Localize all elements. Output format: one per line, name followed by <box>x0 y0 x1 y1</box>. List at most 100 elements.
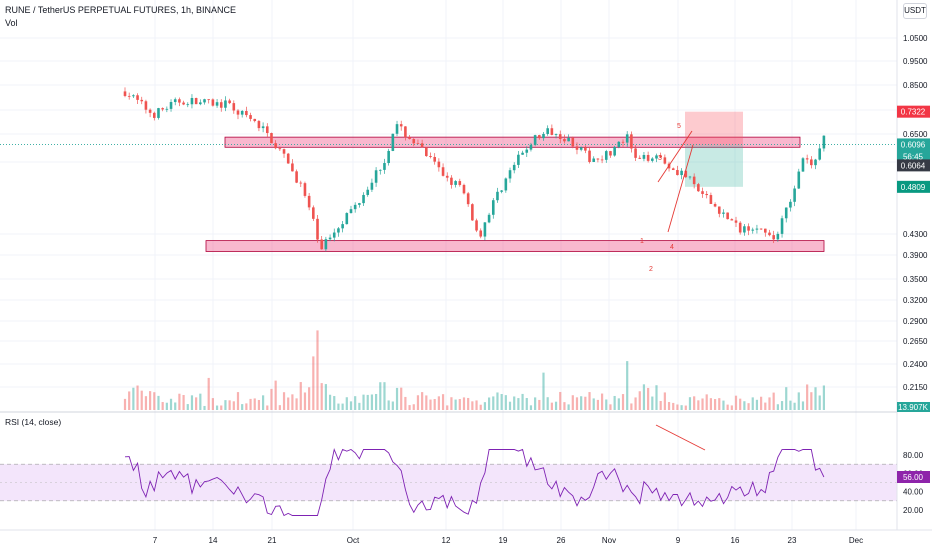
time-axis-label: Dec <box>849 536 863 545</box>
support-zone[interactable] <box>205 240 825 252</box>
volume-bar <box>496 392 499 410</box>
rsi-divergence-line[interactable] <box>655 424 706 451</box>
candle-body <box>157 108 160 118</box>
price-axis-label: 0.4300 <box>903 230 928 239</box>
candle-body <box>701 191 704 194</box>
candle-body <box>265 126 269 134</box>
price-axis-label: 0.3200 <box>903 296 928 305</box>
candle-body <box>634 148 637 158</box>
wave-label-2: 2 <box>649 266 653 273</box>
candle-body <box>337 228 340 233</box>
candle-body <box>441 167 445 176</box>
volume-bar <box>663 392 666 410</box>
volume-bar <box>375 393 378 410</box>
volume-bar <box>462 397 466 410</box>
candle-body <box>127 95 131 97</box>
short-position-tool[interactable] <box>685 111 743 187</box>
volume-bar <box>755 399 759 410</box>
candle-body <box>178 99 181 103</box>
volume-bar <box>609 404 612 410</box>
candle-body <box>349 209 353 214</box>
candle-body <box>261 126 265 129</box>
candle-body <box>550 128 554 135</box>
volume-bar <box>554 401 558 410</box>
wedge-upper-line[interactable] <box>657 130 693 183</box>
wave-label-3: 3 <box>658 155 662 162</box>
candle-body <box>445 175 449 178</box>
volume-bar <box>722 400 725 410</box>
candle-body <box>253 118 257 122</box>
volume-indicator-title[interactable]: Vol <box>5 18 18 28</box>
candle-body <box>219 102 223 108</box>
wedge-lower-line[interactable] <box>667 144 694 233</box>
volume-bar <box>165 402 168 410</box>
candle-body <box>521 152 524 155</box>
candle-body <box>525 149 529 153</box>
candle-body <box>332 232 336 238</box>
volume-bar <box>655 385 658 410</box>
candle-body <box>776 233 780 240</box>
candle-body <box>646 154 650 161</box>
candle-body <box>433 156 436 162</box>
resistance-zone[interactable] <box>224 136 801 148</box>
wave-label-1: 1 <box>640 238 644 245</box>
candle-body <box>387 150 390 164</box>
volume-bar <box>626 361 629 410</box>
volume-bar <box>600 393 604 410</box>
candle-body <box>613 147 616 156</box>
volume-bar <box>822 385 825 410</box>
candle-body <box>680 170 683 176</box>
candle-body <box>425 147 428 157</box>
volume-bar <box>328 394 332 410</box>
volume-bar <box>123 398 127 410</box>
candle-body <box>496 191 499 201</box>
candle-body <box>567 137 570 142</box>
volume-bar <box>320 383 323 410</box>
volume-bar <box>492 396 495 410</box>
candle-body <box>165 108 169 110</box>
candle-body <box>274 143 277 149</box>
candle-body <box>152 112 156 118</box>
price-axis-label: 0.6500 <box>903 130 928 139</box>
volume-bar <box>730 405 733 410</box>
volume-bar <box>584 396 587 410</box>
symbol-title[interactable]: RUNE / TetherUS PERPETUAL FUTURES, 1h, B… <box>5 5 237 15</box>
price-axis-label: 0.2900 <box>903 317 928 326</box>
volume-bar <box>563 402 566 410</box>
volume-bar <box>705 394 708 410</box>
volume-bar <box>814 387 817 410</box>
volume-bar <box>136 385 139 410</box>
time-axis-label: 14 <box>209 536 218 545</box>
volume-bar <box>215 405 219 410</box>
volume-bar <box>776 404 779 410</box>
time-axis-label: Oct <box>347 536 360 545</box>
candle-body <box>600 159 604 161</box>
volume-bar <box>190 395 194 410</box>
volume-bar <box>458 399 461 410</box>
candle-body <box>655 155 658 159</box>
volume-tag: 13.907K <box>897 402 930 412</box>
candle-body <box>717 206 721 214</box>
candle-body <box>596 158 600 160</box>
volume-bar <box>513 396 516 410</box>
volume-bar <box>797 392 800 410</box>
volume-bar <box>199 393 202 410</box>
candle-body <box>282 149 286 154</box>
candle-body <box>199 102 202 105</box>
rsi-title[interactable]: RSI (14, close) <box>5 417 61 427</box>
candle-body <box>454 181 457 185</box>
currency-button[interactable]: USDT <box>903 3 927 19</box>
volume-bar <box>324 384 327 410</box>
candle-body <box>383 163 386 170</box>
volume-bar <box>295 398 298 410</box>
candle-body <box>224 100 227 108</box>
candle-body <box>236 110 240 115</box>
volume-bar <box>337 403 340 410</box>
volume-bar <box>617 398 620 410</box>
volume-bar <box>550 402 553 410</box>
candle-body <box>483 222 487 237</box>
time-axis[interactable]: 7 14 21 Oct 12 19 26 Nov 9 16 23 Dec <box>153 536 863 545</box>
volume-bar <box>291 394 294 410</box>
candle-body <box>471 204 474 221</box>
